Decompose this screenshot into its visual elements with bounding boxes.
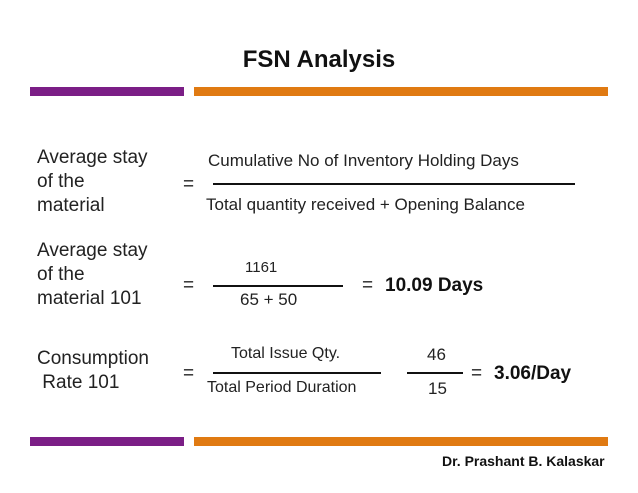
row3-label-line1: Consumption <box>37 348 149 369</box>
slide-title: FSN Analysis <box>242 46 396 73</box>
row2-denominator: 65 + 50 <box>240 290 298 309</box>
row2-numerator: 1161 <box>245 259 278 276</box>
row1-label-line3: material <box>37 195 105 216</box>
row1-label-line2: of the <box>37 171 85 192</box>
author-credit: Dr. Prashant B. Kalaskar <box>442 453 605 469</box>
row3-fraction-line <box>213 372 381 374</box>
row2-fraction-line <box>213 285 343 287</box>
row3-value-numerator: 46 <box>427 345 446 364</box>
row3-value-denominator: 15 <box>428 379 447 398</box>
row2-result: 10.09 Days <box>385 275 484 296</box>
row3-label: Consumption Rate 101 <box>37 347 149 395</box>
row3-equals: = <box>183 363 195 384</box>
row2-result-equals: = <box>362 275 374 296</box>
row3-result-equals: = <box>471 363 483 384</box>
row3-label-line2: Rate 101 <box>37 372 120 393</box>
bottom-accent-bar-orange <box>194 437 608 446</box>
row2-label-line1: Average stay <box>37 240 148 261</box>
row2-label-line3: material 101 <box>37 288 142 309</box>
row3-result: 3.06/Day <box>494 363 572 384</box>
row1-label-line1: Average stay <box>37 147 148 168</box>
row1-numerator: Cumulative No of Inventory Holding Days <box>208 151 519 170</box>
row1-fraction-line <box>213 183 575 185</box>
row3-value-fraction-line <box>407 372 463 374</box>
row1-equals: = <box>183 174 195 195</box>
bottom-accent-bar-purple <box>30 437 184 446</box>
top-accent-bar-orange <box>194 87 608 96</box>
row1-label: Average stay of the material <box>37 146 148 218</box>
row3-denominator: Total Period Duration <box>207 379 357 396</box>
row2-label: Average stay of the material 101 <box>37 239 148 311</box>
row1-denominator: Total quantity received + Opening Balanc… <box>206 195 525 214</box>
top-accent-bar-purple <box>30 87 184 96</box>
row3-numerator: Total Issue Qty. <box>231 345 341 362</box>
row2-label-line2: of the <box>37 264 85 285</box>
row2-equals: = <box>183 275 195 296</box>
